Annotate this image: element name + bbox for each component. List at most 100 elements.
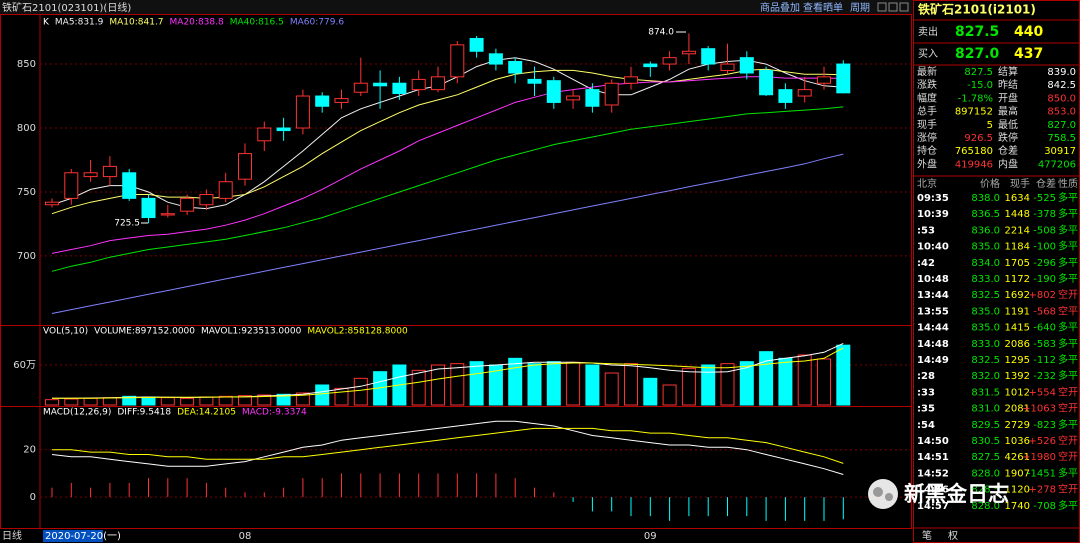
tick-cell: 833.0 [971,274,1000,285]
window-buttons[interactable] [877,2,909,12]
candle-body [238,153,252,180]
volume-bar [817,358,831,406]
candle-body [411,78,426,91]
volume-bar [759,351,774,406]
stat-value: 827.5 [964,67,993,78]
tick-cell: 多平 [1058,191,1078,204]
volume-bar [141,396,156,406]
tick-cell: :33 [917,387,935,398]
candle-body [102,165,117,178]
quote-title: 铁矿石2101(i2101) [918,2,1036,17]
column-header: 性质 [1058,177,1078,190]
candle-body [546,80,561,103]
x-tick-label: 09 [644,531,657,542]
line [51,106,844,272]
stat-label: 现手 [917,118,937,131]
tab[interactable]: 笔 [922,529,932,542]
volume-bar [64,398,79,406]
volume-bar [643,377,658,406]
tick-cell: 1692 [1005,290,1030,301]
volume-bar [160,397,175,406]
tick-cell: 14:56 [917,485,949,496]
chart-title: 铁矿石2101(023101)(日线) [2,1,131,14]
tick-cell: :35 [917,404,935,415]
volume-bar [334,387,349,406]
stat-label: 开盘 [998,91,1018,104]
tick-cell: -232 [1033,371,1056,382]
candle-body [122,172,137,199]
tick-cell: 829.5 [971,420,1000,431]
low-annotation: 725.5 [114,219,140,229]
volume-bar [276,393,291,406]
tick-cell: 14:44 [917,323,949,334]
candle-body [836,63,851,94]
tick-cell: :28 [917,371,935,382]
stat-value: 827.0 [1047,120,1076,131]
tick-cell: 14:48 [917,339,949,350]
menu-item[interactable]: 查看晒单 [803,1,843,14]
candle-body [527,78,542,84]
legend-entry: MA10:841.7 [109,18,163,28]
tick-cell: 838.0 [971,193,1000,204]
tick-cell: +1980 [1022,452,1056,463]
tick-cell: 827.5 [971,452,1000,463]
stat-value: 897152 [955,107,993,118]
stat-value: 419946 [955,159,993,170]
tick-cell: 多平 [1058,499,1078,512]
volume-bar [431,364,445,406]
legend-entry: MA60:779.6 [290,18,344,28]
tick-cell: -1451 [1027,468,1056,479]
tick-cell: 多平 [1058,418,1078,431]
tick-cell: +1063 [1022,404,1056,415]
tick-cell: -190 [1033,274,1056,285]
menu-item[interactable]: 商品叠加 [760,1,800,14]
tick-cell: :54 [917,420,935,431]
tick-cell: 835.0 [971,323,1000,334]
tick-cell: 1172 [1005,274,1030,285]
tick-cell: 828.0 [971,468,1000,479]
stat-value: 839.0 [1047,67,1076,78]
tick-cell: -583 [1033,339,1056,350]
stat-label: 最低 [998,118,1018,131]
tick-cell: 多平 [1058,240,1078,253]
y-tick-label: 850 [17,59,36,70]
candle-body [681,50,696,55]
tick-cell: 多平 [1058,369,1078,382]
tick-cell: -640 [1033,323,1056,334]
tick-cell: 14:51 [917,452,949,463]
tab[interactable]: 权 [948,529,958,542]
volume-bar [604,372,619,406]
legend-entry: DIFF:9.5418 [117,408,171,418]
stat-value: 842.5 [1047,80,1076,91]
tick-cell: -708 [1033,501,1056,512]
volume-bar [295,392,310,406]
stat-value: 926.5 [964,133,993,144]
legend-entry: MACD:-9.3374 [242,408,307,418]
tick-cell: -112 [1033,355,1056,366]
volume-bar [122,395,137,406]
tick-cell: 1415 [1005,323,1030,334]
candle-body [585,89,600,107]
candle-body [199,194,214,206]
high-annotation: 874.0 [648,28,674,38]
period-label[interactable]: 日线 [2,529,22,542]
stat-value: -15.0 [967,80,993,91]
tick-cell: 2729 [1005,420,1030,431]
line [52,427,844,464]
tick-cell: 空开 [1058,385,1078,398]
tick-cell: 多平 [1058,207,1078,220]
volume-bar [836,344,851,406]
top-bar [0,0,912,14]
candle-body [392,82,407,94]
date-label: 2020-07-20(一) [45,531,121,542]
line [51,420,844,475]
tick-cell: 空开 [1058,288,1078,301]
stat-label: 仓差 [998,144,1018,157]
tick-cell: 830.5 [971,436,1000,447]
candle-body [604,82,619,106]
menu-item[interactable]: 周期 [850,2,870,14]
tick-cell: 832.5 [971,355,1000,366]
tick-cell: 10:39 [917,209,949,220]
candle-body [450,44,465,78]
y-tick-label: 60万 [13,360,36,371]
